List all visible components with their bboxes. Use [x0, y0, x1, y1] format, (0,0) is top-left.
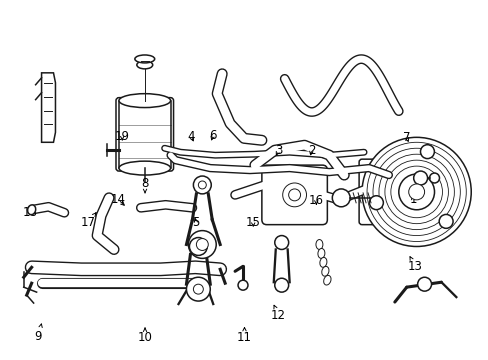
Text: 8: 8: [141, 177, 148, 193]
Text: 11: 11: [237, 328, 251, 345]
Circle shape: [420, 145, 433, 159]
Ellipse shape: [315, 239, 322, 249]
Circle shape: [193, 176, 211, 194]
Text: 10: 10: [137, 328, 152, 345]
Text: 5: 5: [192, 216, 199, 229]
Circle shape: [413, 171, 427, 185]
Text: 16: 16: [308, 194, 323, 207]
Circle shape: [438, 215, 452, 228]
Circle shape: [274, 235, 288, 249]
Ellipse shape: [319, 257, 326, 267]
Circle shape: [238, 280, 247, 290]
Text: 4: 4: [187, 130, 195, 143]
Circle shape: [369, 196, 383, 210]
Circle shape: [274, 278, 288, 292]
FancyBboxPatch shape: [262, 165, 326, 225]
Text: 14: 14: [111, 193, 125, 206]
Circle shape: [332, 189, 349, 207]
Ellipse shape: [119, 161, 170, 175]
Ellipse shape: [119, 94, 170, 108]
Circle shape: [398, 174, 434, 210]
Circle shape: [189, 238, 207, 255]
Text: 2: 2: [307, 144, 315, 157]
Ellipse shape: [317, 248, 324, 258]
Circle shape: [198, 181, 206, 189]
Ellipse shape: [27, 205, 36, 215]
Circle shape: [428, 173, 439, 183]
Polygon shape: [41, 73, 55, 142]
Ellipse shape: [321, 266, 328, 276]
Text: 6: 6: [209, 129, 216, 142]
Circle shape: [408, 184, 424, 200]
Ellipse shape: [323, 275, 330, 285]
Circle shape: [186, 277, 210, 301]
FancyBboxPatch shape: [358, 159, 389, 225]
Text: 1: 1: [409, 193, 416, 206]
Text: 18: 18: [22, 206, 38, 219]
Circle shape: [188, 231, 216, 258]
Circle shape: [361, 137, 470, 247]
Ellipse shape: [135, 55, 154, 63]
Circle shape: [417, 277, 431, 291]
Text: 12: 12: [270, 305, 285, 321]
Text: 19: 19: [115, 130, 129, 143]
Circle shape: [196, 239, 208, 251]
FancyBboxPatch shape: [116, 98, 173, 171]
Text: 13: 13: [407, 257, 422, 273]
Text: 9: 9: [35, 324, 42, 343]
Circle shape: [193, 284, 203, 294]
Text: 7: 7: [403, 131, 410, 144]
Circle shape: [282, 183, 306, 207]
Text: 15: 15: [245, 216, 260, 229]
Ellipse shape: [137, 61, 152, 69]
Text: 3: 3: [274, 144, 282, 157]
Text: 17: 17: [81, 213, 96, 229]
Circle shape: [288, 189, 300, 201]
